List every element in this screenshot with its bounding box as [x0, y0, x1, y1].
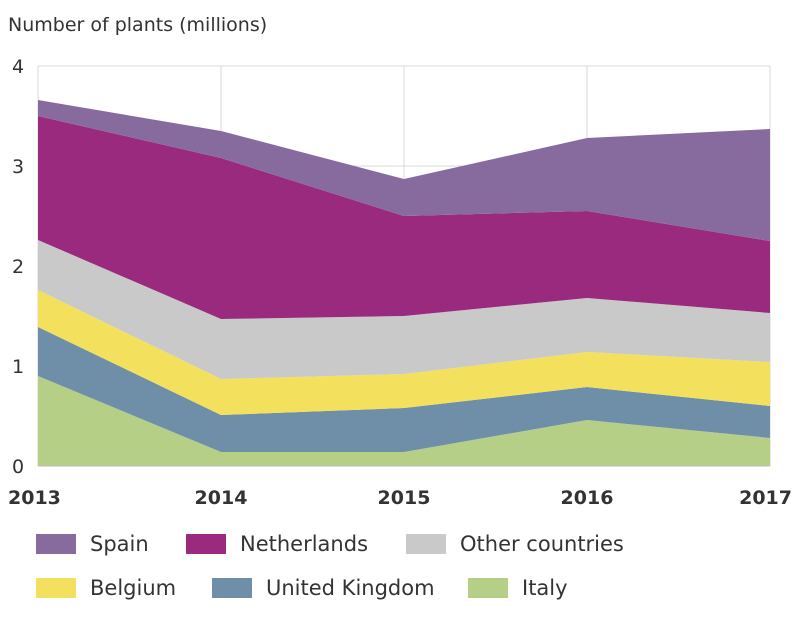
x-tick-label: 2014	[195, 487, 248, 509]
legend-item: Netherlands	[186, 532, 368, 556]
x-tick-label: 2016	[561, 487, 614, 509]
y-tick-label: 2	[12, 256, 24, 278]
x-tick-label: 2015	[378, 487, 431, 509]
area-belgium	[38, 290, 770, 415]
legend-swatch	[36, 534, 76, 554]
legend-label: United Kingdom	[266, 576, 435, 600]
y-axis-title: Number of plants (millions)	[8, 14, 268, 36]
legend-item: United Kingdom	[212, 576, 435, 600]
legend-swatch	[36, 578, 76, 598]
x-tick-label: 2017	[739, 487, 792, 509]
y-tick-label: 3	[12, 156, 24, 178]
area-netherlands	[38, 116, 770, 319]
legend-item: Belgium	[36, 576, 176, 600]
y-tick-label: 4	[12, 56, 24, 78]
legend-label: Belgium	[90, 576, 177, 600]
x-tick-label: 2013	[8, 487, 61, 509]
legend-label: Italy	[522, 576, 568, 600]
legend-item: Other countries	[406, 532, 624, 556]
area-other-countries	[38, 240, 770, 379]
area-spain	[38, 100, 770, 241]
legend-swatch	[468, 578, 508, 598]
legend-label: Other countries	[460, 532, 624, 556]
legend-swatch	[212, 578, 252, 598]
legend-item: Spain	[36, 532, 149, 556]
area-united-kingdom	[38, 327, 770, 452]
legend-label: Netherlands	[240, 532, 369, 556]
legend-swatch	[186, 534, 226, 554]
y-tick-label: 0	[12, 456, 24, 478]
area-italy	[38, 376, 770, 466]
legend-item: Italy	[468, 576, 568, 600]
legend-label: Spain	[90, 532, 149, 556]
y-tick-label: 1	[12, 356, 24, 378]
legend-swatch	[406, 534, 446, 554]
